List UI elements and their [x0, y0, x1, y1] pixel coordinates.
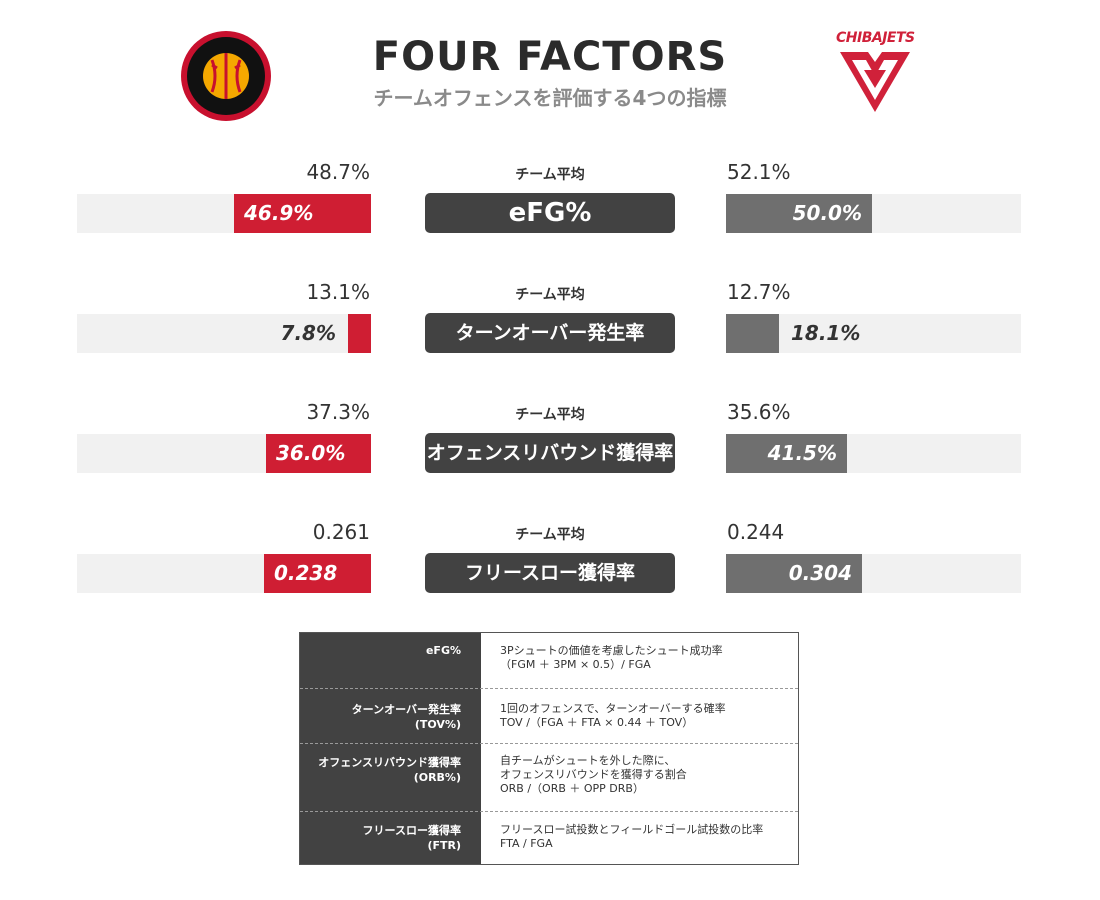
team-average-label: チーム平均: [515, 287, 585, 303]
definition-term: フリースロー獲得率 (FTR): [300, 823, 461, 853]
row-divider: [300, 811, 798, 812]
right-bar-value: 18.1%: [791, 321, 861, 345]
left-bar-track: 46.9%: [77, 194, 371, 233]
team-average-label: チーム平均: [515, 527, 585, 543]
left-bar: [264, 554, 371, 593]
right-bar-value: 41.5%: [767, 441, 837, 465]
definition-row-efg: eFG% 3Pシュートの価値を考慮したシュート成功率 （FGM ＋ 3PM × …: [300, 633, 798, 688]
right-bar-value: 0.304: [788, 561, 852, 585]
factor-row-tov: 13.1% チーム平均 12.7% 7.8% ターンオーバー発生率 18.1%: [0, 280, 1100, 360]
row-divider: [300, 688, 798, 689]
left-bar: [234, 194, 371, 233]
right-team-average: 35.6%: [727, 400, 791, 424]
definition-term-line: オフェンスリバウンド獲得率: [318, 756, 461, 769]
right-bar: [726, 194, 872, 233]
definition-desc-line: フリースロー試投数とフィールドゴール試投数の比率: [500, 823, 764, 836]
right-team-average: 0.244: [727, 520, 785, 544]
definition-desc-line: TOV /（FGA ＋ FTA × 0.44 ＋ TOV）: [500, 716, 694, 729]
definition-term-line: (FTR): [427, 839, 461, 852]
right-bar-value: 50.0%: [792, 201, 862, 225]
right-bar: [726, 314, 779, 353]
row-divider: [300, 743, 798, 744]
right-bar-track: 41.5%: [726, 434, 1021, 473]
definition-desc-line: （FGM ＋ 3PM × 0.5）/ FGA: [500, 658, 651, 671]
definition-row-orb: オフェンスリバウンド獲得率 (ORB%) 自チームがシュートを外した際に、 オフ…: [300, 743, 798, 811]
page-title: FOUR FACTORS: [372, 34, 728, 80]
factor-label: ターンオーバー発生率: [425, 313, 675, 353]
right-bar: [726, 434, 847, 473]
page-subtitle: チームオフェンスを評価する4つの指標: [373, 86, 727, 110]
left-bar-value: 0.238: [274, 561, 338, 585]
left-bar-value: 7.8%: [280, 321, 336, 345]
factor-label: オフェンスリバウンド獲得率: [425, 433, 675, 473]
definition-term: eFG%: [300, 643, 461, 658]
right-bar-track: 0.304: [726, 554, 1021, 593]
definition-desc-line: ORB /（ORB ＋ OPP DRB）: [500, 782, 644, 795]
nagoya-logo: [180, 30, 272, 122]
team-average-label: チーム平均: [515, 167, 585, 183]
left-bar-track: 0.238: [77, 554, 371, 593]
definition-desc-line: 1回のオフェンスで、ターンオーバーする確率: [500, 702, 726, 715]
left-bar-track: 36.0%: [77, 434, 371, 473]
left-bar: [266, 434, 371, 473]
team-average-label: チーム平均: [515, 407, 585, 423]
factor-label: eFG%: [425, 193, 675, 233]
right-bar-track: 50.0%: [726, 194, 1021, 233]
left-bar-track: 7.8%: [77, 314, 371, 353]
definition-desc-line: 自チームがシュートを外した際に、: [500, 754, 676, 767]
definitions-term-column: [300, 633, 481, 864]
left-bar: [348, 314, 371, 353]
chibajets-wordmark: CHIBAJETS: [836, 30, 915, 46]
factor-row-efg: 48.7% チーム平均 52.1% 46.9% eFG% 50.0%: [0, 160, 1100, 240]
definition-term-line: eFG%: [425, 644, 461, 657]
definition-desc: 1回のオフェンスで、ターンオーバーする確率 TOV /（FGA ＋ FTA × …: [500, 702, 790, 730]
definition-term-line: (TOV%): [414, 718, 461, 731]
left-team-average: 0.261: [312, 520, 370, 544]
left-team-average: 48.7%: [306, 160, 370, 184]
definitions-table: eFG% 3Pシュートの価値を考慮したシュート成功率 （FGM ＋ 3PM × …: [299, 632, 799, 865]
definition-term-line: ターンオーバー発生率: [351, 703, 461, 716]
right-team-average: 12.7%: [727, 280, 791, 304]
right-bar: [726, 554, 862, 593]
definition-term: ターンオーバー発生率 (TOV%): [300, 702, 461, 732]
factor-row-orb: 37.3% チーム平均 35.6% 36.0% オフェンスリバウンド獲得率 41…: [0, 400, 1100, 480]
definition-desc-line: 3Pシュートの価値を考慮したシュート成功率: [500, 644, 723, 657]
left-bar-value: 46.9%: [244, 201, 314, 225]
definition-desc: フリースロー試投数とフィールドゴール試投数の比率 FTA / FGA: [500, 823, 790, 851]
factor-row-ftr: 0.261 チーム平均 0.244 0.238 フリースロー獲得率 0.304: [0, 520, 1100, 600]
factor-label: フリースロー獲得率: [425, 553, 675, 593]
right-team-average: 52.1%: [727, 160, 791, 184]
right-bar-track: 18.1%: [726, 314, 1021, 353]
definition-row-ftr: フリースロー獲得率 (FTR) フリースロー試投数とフィールドゴール試投数の比率…: [300, 811, 798, 866]
definition-row-tov: ターンオーバー発生率 (TOV%) 1回のオフェンスで、ターンオーバーする確率 …: [300, 688, 798, 743]
left-bar-value: 36.0%: [276, 441, 346, 465]
definition-term: オフェンスリバウンド獲得率 (ORB%): [300, 755, 461, 785]
left-team-average: 37.3%: [306, 400, 370, 424]
definition-desc: 自チームがシュートを外した際に、 オフェンスリバウンドを獲得する割合 ORB /…: [500, 754, 790, 796]
definition-desc: 3Pシュートの価値を考慮したシュート成功率 （FGM ＋ 3PM × 0.5）/…: [500, 644, 790, 672]
definition-term-line: (ORB%): [413, 771, 461, 784]
left-team-average: 13.1%: [306, 280, 370, 304]
definition-desc-line: FTA / FGA: [500, 837, 553, 850]
definition-desc-line: オフェンスリバウンドを獲得する割合: [500, 768, 687, 781]
definition-term-line: フリースロー獲得率: [362, 824, 461, 837]
